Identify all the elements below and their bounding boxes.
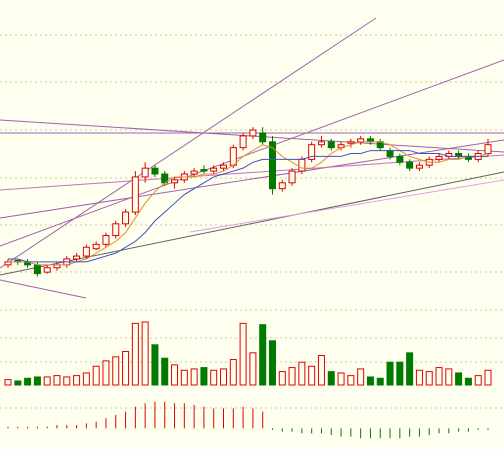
volume-bar (268, 340, 276, 386)
candle-body (317, 141, 325, 146)
volume-bar (376, 377, 384, 386)
candle-body (484, 144, 492, 155)
volume-bar (161, 357, 169, 386)
volume-bar (24, 377, 32, 386)
candle-body (327, 141, 335, 149)
candle-body (210, 167, 218, 172)
volume-bar (455, 372, 463, 386)
volume-bar (406, 352, 414, 386)
volume-bar (298, 361, 306, 386)
candle-body (347, 141, 355, 144)
volume-bar (484, 369, 492, 386)
volume-bar (386, 361, 394, 386)
volume-bar (347, 375, 355, 386)
candle-body (396, 155, 404, 163)
volume-bar (259, 324, 267, 386)
volume-bar (220, 368, 228, 386)
volume-bar (43, 376, 51, 386)
candle-body (200, 169, 208, 172)
volume-bar (435, 367, 443, 386)
candle-body (220, 164, 228, 169)
volume-bar (474, 375, 482, 386)
volume-bar (317, 355, 325, 386)
candle-body (415, 164, 423, 169)
candle-body (151, 167, 159, 175)
volume-bar (122, 351, 130, 386)
volume-bar (239, 322, 247, 386)
volume-bar (425, 371, 433, 386)
candle-body (92, 243, 100, 250)
candle-body (229, 147, 237, 166)
candle-body (131, 176, 139, 213)
volume-bar (200, 367, 208, 386)
volume-bar (366, 376, 374, 386)
candle-body (406, 161, 414, 169)
volume-bar (102, 360, 110, 386)
candle-body (435, 155, 443, 160)
volume-bar (210, 369, 218, 386)
candle-body (171, 179, 179, 184)
candle-body (112, 223, 120, 237)
volume-bar (180, 369, 188, 386)
volume-bar (278, 371, 286, 386)
volume-bar (82, 372, 90, 386)
candle-body (239, 135, 247, 149)
volume-bar (171, 364, 179, 386)
volume-bar (415, 369, 423, 386)
candle-body (268, 141, 276, 190)
candle-body (259, 132, 267, 143)
volume-bar (53, 375, 61, 386)
trend-lines (0, 17, 504, 299)
candle-body (308, 144, 316, 160)
volume-bar (141, 321, 149, 386)
candle-body (249, 129, 257, 137)
candle-body (73, 255, 81, 260)
candle-body (33, 264, 41, 275)
candle-body (288, 170, 296, 184)
volume-bar (92, 365, 100, 386)
candle-body (278, 182, 286, 190)
moving-average (8, 150, 488, 263)
candle-body (82, 246, 90, 257)
candle-body (298, 158, 306, 172)
volume-bar (190, 368, 198, 386)
candle-body (122, 211, 130, 225)
volume-bar (249, 352, 257, 386)
moving-average (8, 141, 489, 266)
candle-body (386, 150, 394, 157)
volume-bar (229, 359, 237, 386)
volume-bar (14, 380, 22, 386)
volume-bar (464, 377, 472, 386)
volume-bar (337, 372, 345, 386)
volume-bar (327, 371, 335, 386)
volume-bar (131, 322, 139, 386)
volume-bar (33, 376, 41, 386)
volume-bar (357, 368, 365, 386)
volume-bar (308, 365, 316, 386)
candle-body (43, 267, 51, 273)
volume-bar (112, 356, 120, 386)
volume-bar (151, 344, 159, 386)
volume-bar (396, 361, 404, 386)
candle-body (190, 170, 198, 175)
candle-body (141, 167, 149, 178)
volume-bar (63, 376, 71, 386)
volume-bar (4, 379, 12, 386)
volume-bar (445, 368, 453, 386)
volume-bar (288, 367, 296, 386)
volume-bar (73, 375, 81, 386)
candle-body (102, 235, 110, 245)
